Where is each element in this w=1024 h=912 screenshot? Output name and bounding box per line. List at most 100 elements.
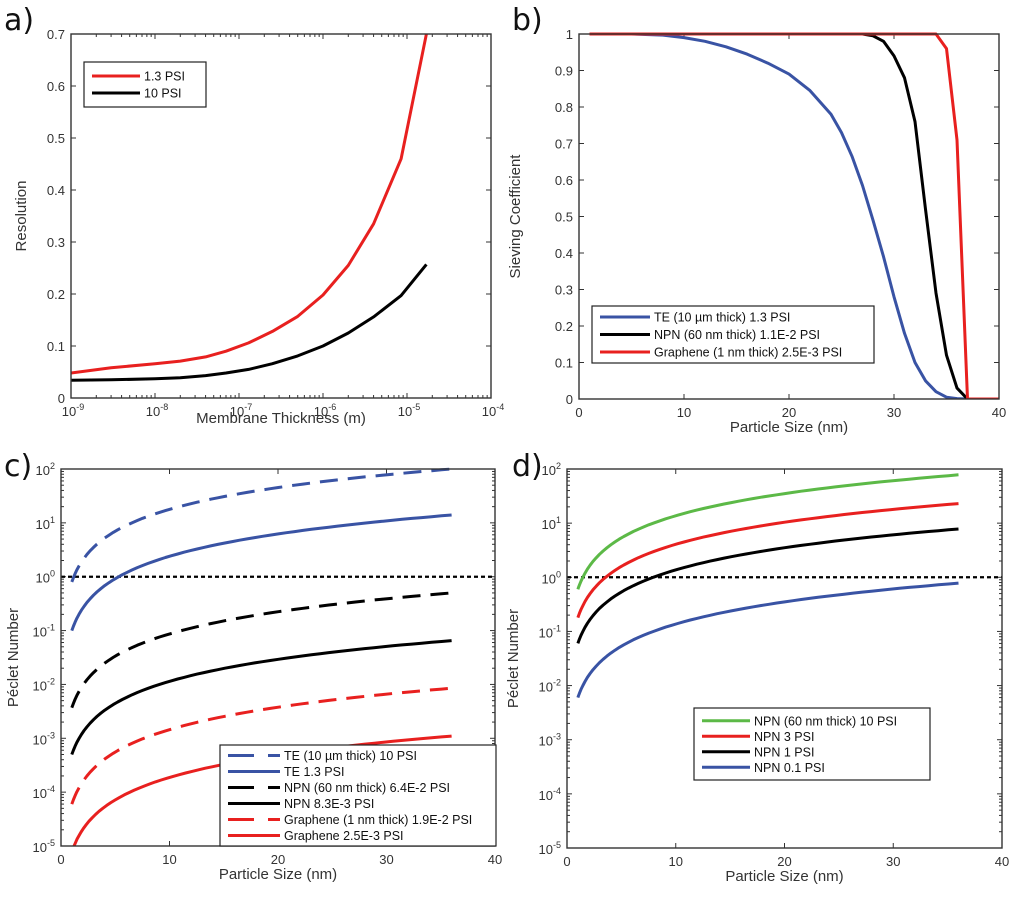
legend: TE (10 µm thick) 1.3 PSI NPN (60 nm thick… <box>591 305 875 364</box>
series-group <box>71 33 428 382</box>
plot-frame <box>70 33 492 399</box>
x-tick-label-base: 10 <box>230 404 244 419</box>
x-tick-label-base: 10 <box>314 404 328 419</box>
y-tick-label-exp: -3 <box>553 732 561 742</box>
y-tick-label: 10-3 <box>539 732 561 749</box>
legend-entry: NPN 1 PSI <box>754 745 814 759</box>
series-line <box>71 33 428 375</box>
series-line <box>70 513 452 632</box>
x-tick-label: 30 <box>886 854 900 869</box>
x-tick-label: 20 <box>782 405 796 420</box>
y-tick-label-exp: -3 <box>47 730 55 740</box>
series-line <box>576 502 959 619</box>
legend-box <box>219 744 497 847</box>
y-tick-label: 0.5 <box>555 210 573 225</box>
y-tick-label-base: 10 <box>539 734 553 749</box>
y-tick-label: 101 <box>542 515 561 532</box>
y-tick-label-base: 10 <box>33 786 47 801</box>
x-tick-label: 20 <box>271 852 285 867</box>
y-tick-label-base: 10 <box>36 463 50 478</box>
legend-entry: TE (10 µm thick) 10 PSI <box>284 749 417 763</box>
y-tick-label: 0 <box>566 392 573 407</box>
y-tick-label: 101 <box>36 515 55 532</box>
y-tick-label: 102 <box>542 461 561 478</box>
legend-entry: NPN (60 nm thick) 6.4E-2 PSI <box>284 781 450 795</box>
x-tick-label-base: 10 <box>482 404 496 419</box>
legend: 1.3 PSI 10 PSI <box>83 61 207 108</box>
legend-entry: NPN 8.3E-3 PSI <box>284 797 374 811</box>
x-tick-label-exp: -8 <box>160 402 168 412</box>
y-tick-label: 0.9 <box>555 64 573 79</box>
legend-entry: NPN (60 nm thick) 1.1E-2 PSI <box>654 328 820 342</box>
y-tick-label-base: 10 <box>33 732 47 747</box>
legend-entry: Graphene 2.5E-3 PSI <box>284 829 404 843</box>
panel-c: c)0 10 20 30 4010-510-410-310-210-1100101102… <box>4 449 502 883</box>
y-tick-label-base: 10 <box>33 840 47 855</box>
panel-label: c) <box>4 449 32 484</box>
y-tick-label-base: 10 <box>36 571 50 586</box>
x-tick-label: 10-4 <box>482 402 504 419</box>
y-tick-label-base: 10 <box>542 571 556 586</box>
y-tick-label: 10-5 <box>539 840 561 857</box>
y-tick-label-exp: 0 <box>50 569 55 579</box>
series-group <box>70 467 452 846</box>
legend-entry: TE (10 µm thick) 1.3 PSI <box>654 311 790 325</box>
y-tick-label: 102 <box>36 461 55 478</box>
legend-entry: NPN 0.1 PSI <box>754 761 825 775</box>
panel-b: b) 0 10 20 30 40 0 0.1 0.2 0.3 0.4 0.5 0.6 0.7 0.8 0.9 1… <box>507 3 1006 436</box>
y-tick-label-exp: -2 <box>553 678 561 688</box>
y-tick-label-base: 10 <box>539 842 553 857</box>
series-group <box>576 473 959 699</box>
y-axis-label: Péclet Number <box>505 609 522 708</box>
y-tick-label: 10-4 <box>33 784 55 801</box>
y-tick-label-exp: -4 <box>553 786 561 796</box>
y-tick-label: 10-2 <box>539 678 561 695</box>
x-tick-label-base: 10 <box>398 404 412 419</box>
y-tick-label: 0.2 <box>47 287 65 302</box>
series-line <box>576 473 959 590</box>
y-tick-label-base: 10 <box>33 625 47 640</box>
x-tick-label: 0 <box>575 405 582 420</box>
y-tick-label: 0.3 <box>47 235 65 250</box>
y-tick-label-exp: -4 <box>47 784 55 794</box>
x-tick-label: 30 <box>887 405 901 420</box>
legend-entry: TE 1.3 PSI <box>284 765 344 779</box>
x-tick-label: 20 <box>777 854 791 869</box>
x-tick-label-exp: -9 <box>76 402 84 412</box>
x-tick-label: 10-7 <box>230 402 252 419</box>
y-tick-label: 0 <box>58 391 65 406</box>
y-tick-label-base: 10 <box>542 517 556 532</box>
series-line <box>70 591 452 709</box>
y-tick-label-base: 10 <box>33 678 47 693</box>
x-axis-label: Particle Size (nm) <box>219 866 337 883</box>
y-axis-label: Sieving Coefficient <box>507 154 524 279</box>
x-tick-label: 0 <box>563 854 570 869</box>
x-axis-label: Membrane Thickness (m) <box>196 410 366 427</box>
series-line <box>589 32 999 399</box>
y-tick-label: 0.6 <box>555 173 573 188</box>
x-tick-label-exp: -7 <box>244 402 252 412</box>
x-tick-label: 0 <box>57 852 64 867</box>
y-tick-label: 0.3 <box>555 283 573 298</box>
y-tick-label: 0.7 <box>47 27 65 42</box>
y-tick-label: 0.6 <box>47 79 65 94</box>
y-tick-label-exp: -2 <box>47 676 55 686</box>
y-tick-label-exp: -5 <box>553 840 561 850</box>
series-line <box>576 581 959 699</box>
y-tick-label: 0.7 <box>555 137 573 152</box>
legend-entry: Graphene (1 nm thick) 2.5E-3 PSI <box>654 346 842 360</box>
y-tick-label: 0.5 <box>47 131 65 146</box>
y-tick-label: 0.4 <box>555 246 573 261</box>
x-axis-label: Particle Size (nm) <box>730 419 848 436</box>
panel-d: d)0 10 20 30 4010-510-410-310-210-1100101102… <box>505 449 1009 885</box>
y-tick-label: 0.2 <box>555 319 573 334</box>
x-tick-label: 40 <box>488 852 502 867</box>
y-tick-label-exp: 2 <box>50 461 55 471</box>
y-tick-label-exp: -5 <box>47 838 55 848</box>
y-tick-label: 10-1 <box>539 623 561 640</box>
y-tick-label-base: 10 <box>539 680 553 695</box>
x-tick-label-exp: -4 <box>496 402 504 412</box>
y-tick-label-base: 10 <box>539 625 553 640</box>
